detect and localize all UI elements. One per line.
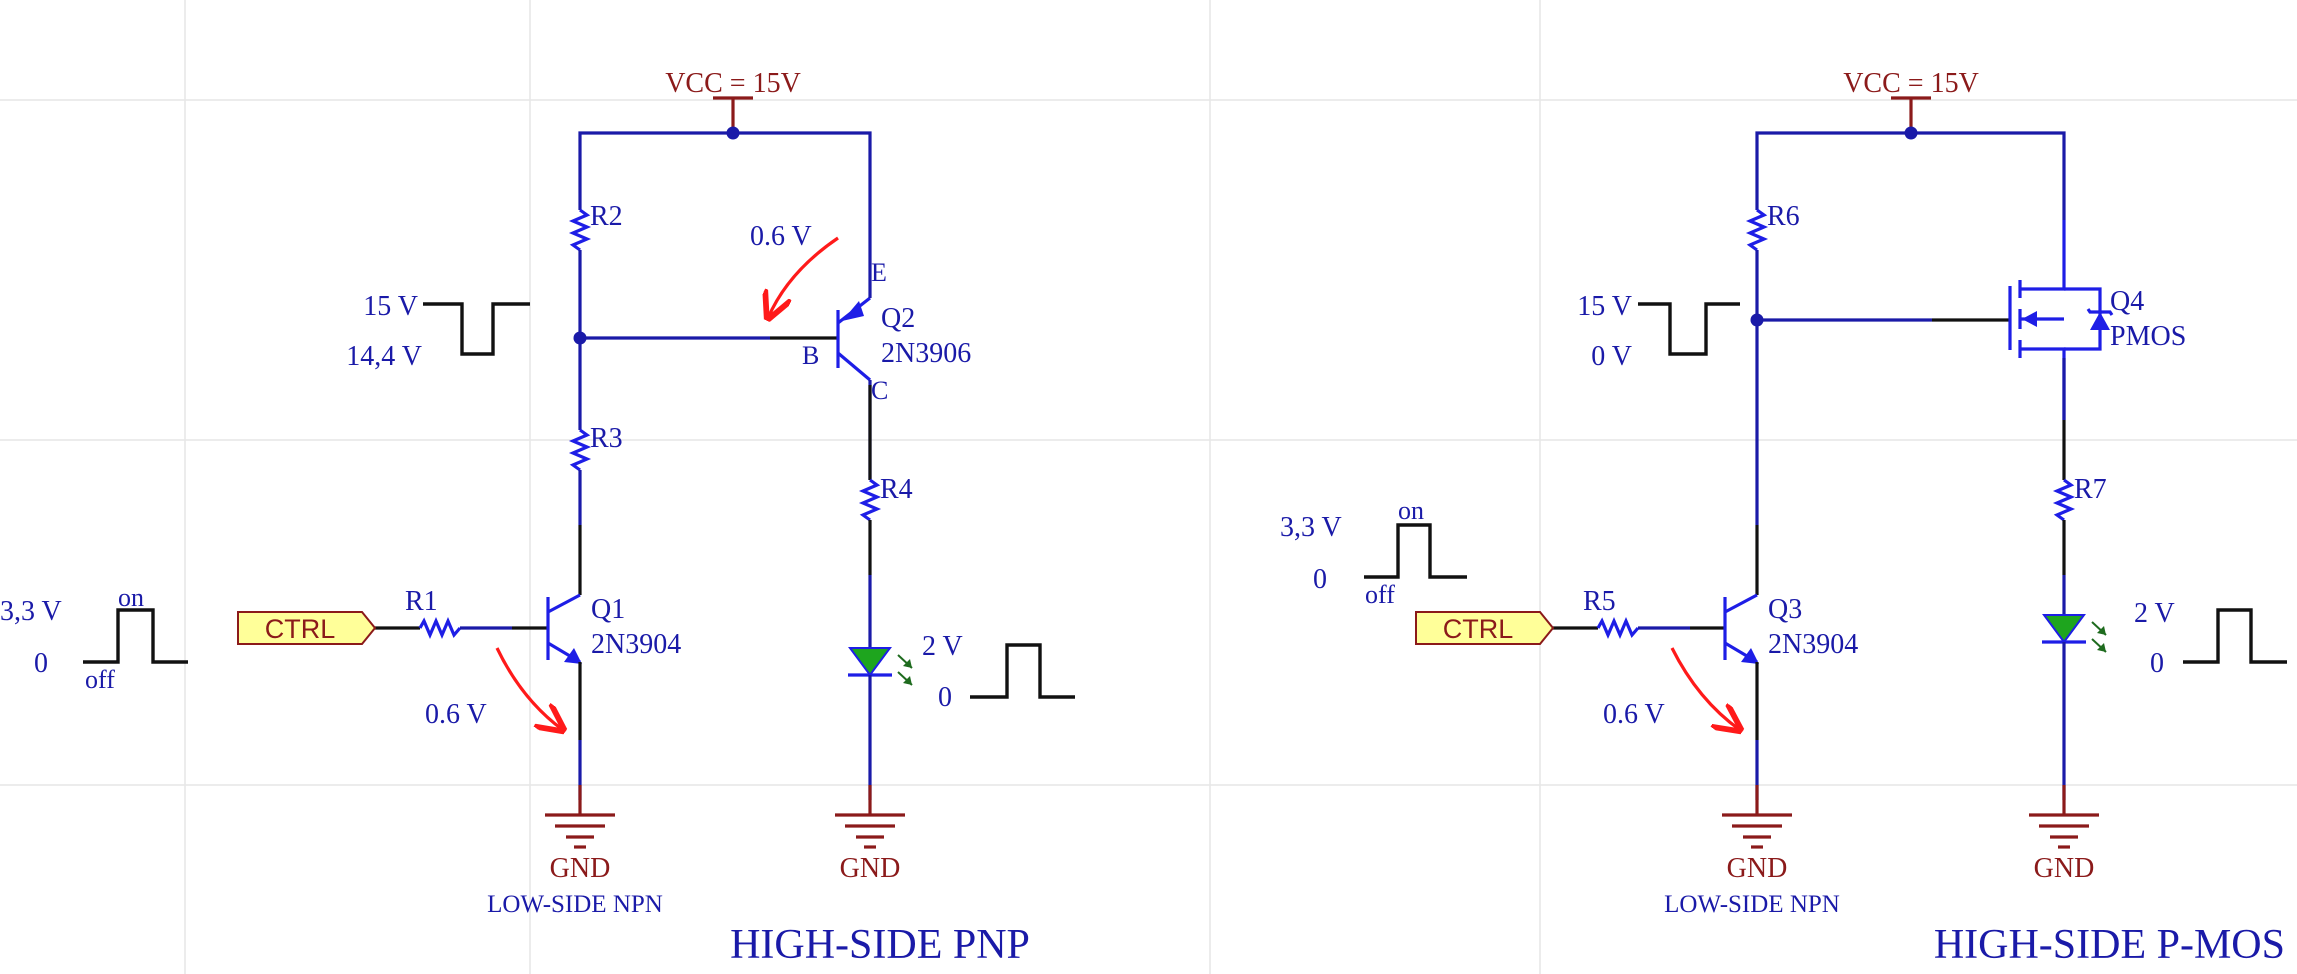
- pnp-circuit: VCC = 15V R2 E B C Q2 2N3906: [0, 68, 1075, 968]
- ctrl-label-pnp: CTRL: [265, 614, 336, 644]
- r3-label: R3: [590, 423, 623, 454]
- gnd1-label-pnp: GND: [550, 853, 611, 884]
- resistor-r7: R7: [2052, 420, 2107, 615]
- resistor-r4: R4: [858, 385, 913, 648]
- q4-part: PMOS: [2110, 321, 2186, 352]
- q2-pin-e: E: [871, 258, 887, 287]
- q1-part: 2N3904: [591, 629, 681, 660]
- transistor-q3-npn: Q3 2N3904: [1690, 593, 1858, 800]
- gate-waveform-pmos: 15 V 0 V: [1577, 291, 1740, 372]
- q3-part: 2N3904: [1768, 629, 1858, 660]
- led-low-pnp: 0: [938, 682, 952, 713]
- low-side-label-pnp: LOW-SIDE NPN: [487, 891, 663, 918]
- vbe-arrow-q2: [768, 236, 839, 318]
- led-waveform-pmos: [2183, 608, 2287, 664]
- in-low-pmos: 0: [1313, 564, 1327, 595]
- transistor-q4-pmos: Q4 PMOS: [2008, 220, 2186, 420]
- base-high-label: 15 V: [363, 291, 418, 322]
- q2-part: 2N3906: [881, 338, 971, 369]
- in-off-pnp: off: [85, 665, 115, 694]
- pmos-circuit: VCC = 15V R6: [1280, 68, 2287, 968]
- transistor-q1-npn: Q1 2N3904: [512, 593, 681, 800]
- ground-symbol-pnp-2: GND: [835, 785, 905, 884]
- resistor-r1: R1: [375, 586, 512, 640]
- base-low-label: 14,4 V: [346, 341, 422, 372]
- ground-symbol-pnp-1: GND: [545, 785, 615, 884]
- in-high-pnp: 3,3 V: [0, 596, 62, 627]
- q2-pin-b: B: [802, 341, 819, 370]
- vbe-arrow-q3: [1670, 647, 1740, 730]
- q3-label: Q3: [1768, 594, 1802, 625]
- resistor-r2: R2: [568, 193, 623, 338]
- vbe-q3-label: 0.6 V: [1603, 699, 1665, 730]
- in-on-pnp: on: [118, 583, 144, 612]
- gate-low-label: 0 V: [1591, 341, 1632, 372]
- gnd2-label-pnp: GND: [840, 853, 901, 884]
- ctrl-label-pmos: CTRL: [1443, 614, 1514, 644]
- input-waveform-pnp: 3,3 V 0 on off: [0, 583, 188, 694]
- led-high-pnp: 2 V: [922, 631, 963, 662]
- pnp-title: HIGH-SIDE PNP: [730, 922, 1030, 968]
- in-on-pmos: on: [1398, 496, 1424, 525]
- resistor-r6: R6: [1745, 193, 1800, 320]
- pmos-title: HIGH-SIDE P-MOS: [1934, 922, 2285, 968]
- led-high-pmos: 2 V: [2134, 598, 2175, 629]
- r2-label: R2: [590, 201, 623, 232]
- in-low-pnp: 0: [34, 648, 48, 679]
- led-pmos: 2 V 0: [2042, 598, 2175, 800]
- vbe-arrow-q1: [495, 647, 563, 730]
- gnd2-label-pmos: GND: [2034, 853, 2095, 884]
- r1-label: R1: [405, 586, 438, 617]
- gnd1-label-pmos: GND: [1727, 853, 1788, 884]
- ctrl-port-pnp: CTRL: [237, 611, 377, 645]
- q1-label: Q1: [591, 594, 625, 625]
- ground-symbol-pmos-1: GND: [1722, 785, 1792, 884]
- ground-symbol-pmos-2: GND: [2029, 785, 2099, 884]
- r4-label: R4: [880, 474, 913, 505]
- low-side-label-pmos: LOW-SIDE NPN: [1664, 891, 1840, 918]
- r7-label: R7: [2074, 474, 2107, 505]
- vcc-label-pmos: VCC = 15V: [1843, 68, 1979, 99]
- vcc-symbol-pmos: VCC = 15V: [1843, 68, 1979, 133]
- input-waveform-pmos: 3,3 V 0 on off: [1280, 496, 1467, 609]
- vcc-label-pnp: VCC = 15V: [665, 68, 801, 99]
- q2-label: Q2: [881, 303, 915, 334]
- vcc-symbol-pnp: VCC = 15V: [665, 68, 801, 133]
- led-pnp: 2 V 0: [848, 631, 963, 800]
- resistor-r5: R5: [1553, 586, 1690, 640]
- led-waveform-pnp: [970, 643, 1075, 699]
- transistor-q2-pnp: E B C Q2 2N3906: [802, 240, 971, 480]
- r5-label: R5: [1583, 586, 1616, 617]
- ctrl-port-pmos: CTRL: [1415, 611, 1555, 645]
- vbe-q2-label: 0.6 V: [750, 221, 812, 252]
- q4-label: Q4: [2110, 286, 2144, 317]
- base-waveform-pnp: 15 V 14,4 V: [346, 291, 530, 372]
- vbe-q1-label: 0.6 V: [425, 699, 487, 730]
- gate-high-label: 15 V: [1577, 291, 1632, 322]
- in-off-pmos: off: [1365, 580, 1395, 609]
- in-high-pmos: 3,3 V: [1280, 512, 1342, 543]
- led-low-pmos: 0: [2150, 648, 2164, 679]
- r6-label: R6: [1767, 201, 1800, 232]
- resistor-r3: R3: [568, 338, 623, 595]
- q2-pin-c: C: [871, 376, 888, 405]
